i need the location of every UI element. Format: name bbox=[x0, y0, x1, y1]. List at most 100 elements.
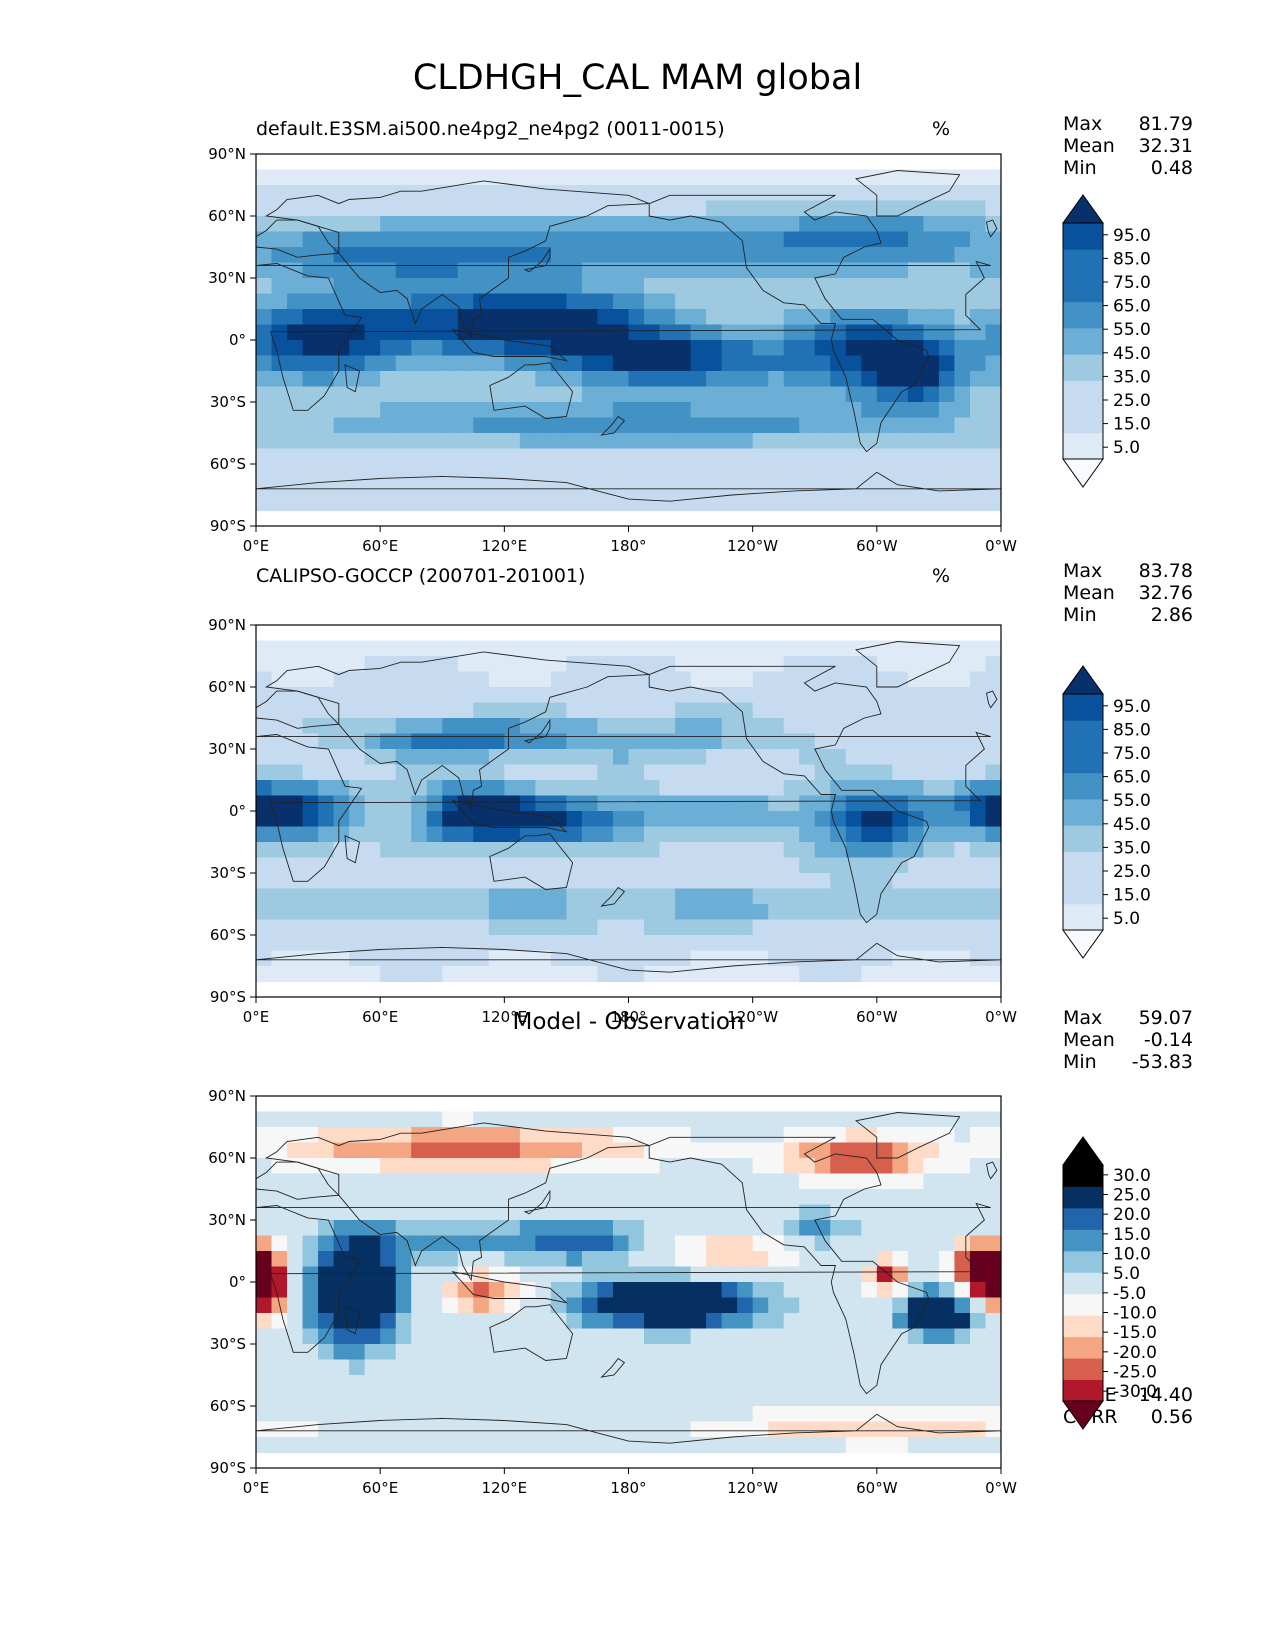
field-cell bbox=[256, 640, 273, 657]
field-cell bbox=[318, 1390, 335, 1407]
field-cell bbox=[597, 904, 614, 921]
field-cell bbox=[550, 200, 568, 217]
field-cell bbox=[612, 811, 630, 828]
field-cell bbox=[302, 200, 319, 217]
field-cell bbox=[969, 1111, 987, 1128]
field-cell bbox=[504, 169, 521, 186]
field-cell bbox=[923, 402, 940, 419]
field-cell bbox=[302, 169, 319, 186]
field-cell bbox=[783, 1158, 800, 1175]
field-cell bbox=[675, 1111, 692, 1128]
field-cell bbox=[659, 355, 676, 372]
colorbar-label: -10.0 bbox=[1113, 1304, 1157, 1324]
field-cell bbox=[783, 1313, 800, 1330]
field-cell bbox=[395, 433, 412, 450]
field-cell bbox=[985, 919, 1001, 936]
field-cell bbox=[287, 749, 304, 766]
field-cell bbox=[644, 386, 661, 403]
field-cell bbox=[535, 340, 552, 357]
field-cell bbox=[752, 1189, 769, 1206]
field-cell bbox=[333, 733, 350, 750]
field-cell bbox=[783, 687, 800, 704]
field-cell bbox=[814, 857, 831, 874]
field-cell bbox=[830, 826, 847, 843]
field-cell bbox=[985, 1235, 1001, 1252]
field-cell bbox=[768, 1328, 785, 1345]
field-cell bbox=[302, 1189, 319, 1206]
field-cell bbox=[690, 1313, 707, 1330]
field-cell bbox=[581, 950, 599, 967]
field-cell bbox=[442, 1127, 459, 1144]
field-cell bbox=[457, 262, 474, 279]
field-cell bbox=[473, 1313, 490, 1330]
field-cell bbox=[612, 1142, 630, 1159]
field-cell bbox=[907, 1282, 924, 1299]
field-cell bbox=[628, 1437, 645, 1454]
field-cell bbox=[612, 1127, 630, 1144]
field-cell bbox=[752, 324, 769, 341]
field-cell bbox=[985, 826, 1001, 843]
field-cell bbox=[737, 371, 754, 388]
field-cell bbox=[969, 950, 987, 967]
field-cell bbox=[876, 278, 893, 295]
field-cell bbox=[892, 216, 909, 233]
field-cell bbox=[954, 247, 971, 264]
field-cell bbox=[706, 402, 723, 419]
field-cell bbox=[426, 1406, 443, 1423]
field-cell bbox=[845, 293, 862, 310]
field-cell bbox=[612, 216, 630, 233]
field-cell bbox=[752, 1251, 769, 1268]
field-cell bbox=[380, 857, 397, 874]
field-cell bbox=[845, 1220, 862, 1237]
field-cell bbox=[892, 324, 909, 341]
field-cell bbox=[969, 1421, 987, 1438]
field-cell bbox=[581, 293, 599, 310]
colorbar-segment bbox=[1063, 746, 1103, 774]
field-cell bbox=[690, 764, 707, 781]
field-cell bbox=[349, 1142, 366, 1159]
field-cell bbox=[954, 402, 971, 419]
field-cell bbox=[861, 826, 878, 843]
field-cell bbox=[318, 733, 335, 750]
field-cell bbox=[333, 950, 350, 967]
field-cell bbox=[287, 1220, 304, 1237]
field-cell bbox=[256, 888, 273, 905]
field-cell bbox=[442, 231, 459, 248]
field-cell bbox=[690, 749, 707, 766]
field-cell bbox=[612, 278, 630, 295]
field-cell bbox=[675, 1127, 692, 1144]
field-cell bbox=[706, 355, 723, 372]
field-cell bbox=[907, 718, 924, 735]
field-cell bbox=[395, 1375, 412, 1392]
field-cell bbox=[612, 185, 630, 202]
field-cell bbox=[938, 935, 956, 952]
field-cell bbox=[380, 417, 397, 434]
field-cell bbox=[907, 1406, 924, 1423]
field-cell bbox=[861, 795, 878, 812]
field-cell bbox=[457, 1406, 474, 1423]
field-cell bbox=[923, 495, 940, 512]
field-cell bbox=[861, 433, 878, 450]
field-cell bbox=[426, 433, 443, 450]
field-cell bbox=[799, 262, 816, 279]
field-cell bbox=[969, 231, 987, 248]
field-cell bbox=[845, 1297, 862, 1314]
x-tick-label: 120°W bbox=[727, 1479, 778, 1497]
field-cell bbox=[721, 1344, 738, 1361]
field-cell bbox=[426, 966, 443, 983]
field-cell bbox=[581, 262, 599, 279]
field-cell bbox=[814, 355, 831, 372]
field-cell bbox=[442, 340, 459, 357]
colorbar-label: 15.0 bbox=[1113, 886, 1151, 906]
field-cell bbox=[721, 733, 738, 750]
field-cell bbox=[752, 1313, 769, 1330]
field-cell bbox=[690, 185, 707, 202]
field-cell bbox=[675, 656, 692, 673]
field-cell bbox=[923, 1282, 940, 1299]
field-cell bbox=[535, 1328, 552, 1345]
field-cell bbox=[721, 702, 738, 719]
field-cell bbox=[426, 811, 443, 828]
field-cell bbox=[892, 656, 909, 673]
field-cell bbox=[907, 386, 924, 403]
field-cell bbox=[845, 1111, 862, 1128]
